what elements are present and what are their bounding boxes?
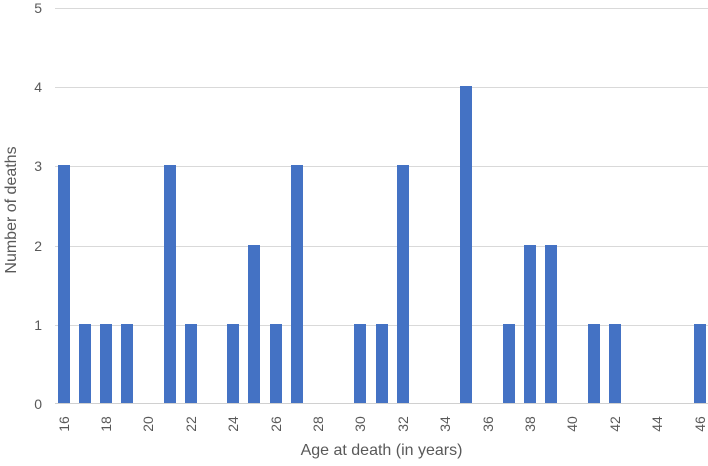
y-tick-label: 2 [34, 237, 42, 254]
bar-age-37 [502, 323, 515, 403]
y-tick-label: 1 [34, 316, 42, 333]
bar-age-30 [354, 323, 367, 403]
bar-age-19 [121, 323, 134, 403]
gridline [55, 166, 708, 168]
y-tick-label: 5 [34, 0, 42, 16]
x-tick-label: 24 [225, 416, 242, 432]
bar-age-17 [78, 323, 91, 403]
x-tick-label: 44 [649, 416, 666, 432]
y-tick-label: 3 [34, 158, 42, 175]
x-axis-title: Age at death (in years) [300, 442, 463, 459]
x-tick-label: 46 [691, 416, 708, 432]
bar-age-16 [57, 165, 70, 403]
x-tick-label: 38 [521, 416, 538, 432]
x-tick-label: 22 [182, 416, 199, 432]
gridline [55, 245, 708, 247]
gridline [55, 8, 708, 9]
x-tick-label: 20 [140, 416, 157, 432]
x-tick-label: 40 [564, 416, 581, 432]
bar-age-42 [608, 323, 621, 403]
x-tick-label: 36 [479, 416, 496, 432]
bar-age-21 [163, 165, 176, 403]
y-tick-label: 0 [34, 396, 42, 412]
x-tick-label: 26 [267, 416, 284, 432]
x-tick-label: 30 [352, 416, 369, 432]
y-axis-title: Number of deaths [3, 146, 20, 274]
x-tick-label: 28 [309, 416, 326, 432]
bar-age-25 [248, 244, 261, 403]
y-tick-label: 4 [34, 79, 42, 96]
bar-age-27 [290, 165, 303, 403]
bar-age-41 [587, 323, 600, 403]
bar-age-24 [227, 323, 240, 403]
bar-age-18 [99, 323, 112, 403]
bar-age-31 [375, 323, 388, 403]
bar-age-26 [269, 323, 282, 403]
bar-age-22 [184, 323, 197, 403]
x-axis-line [55, 403, 708, 404]
bar-age-35 [460, 86, 473, 403]
bar-age-46 [693, 323, 706, 403]
plot-area [55, 8, 708, 404]
x-tick-label: 16 [55, 416, 72, 432]
x-tick-label: 18 [97, 416, 114, 432]
x-tick-label: 32 [394, 416, 411, 432]
x-tick-label: 34 [437, 416, 454, 432]
x-tick-label: 42 [606, 416, 623, 432]
bar-age-32 [396, 165, 409, 403]
gridline [55, 87, 708, 89]
bar-age-39 [545, 244, 558, 403]
bar-age-38 [523, 244, 536, 403]
